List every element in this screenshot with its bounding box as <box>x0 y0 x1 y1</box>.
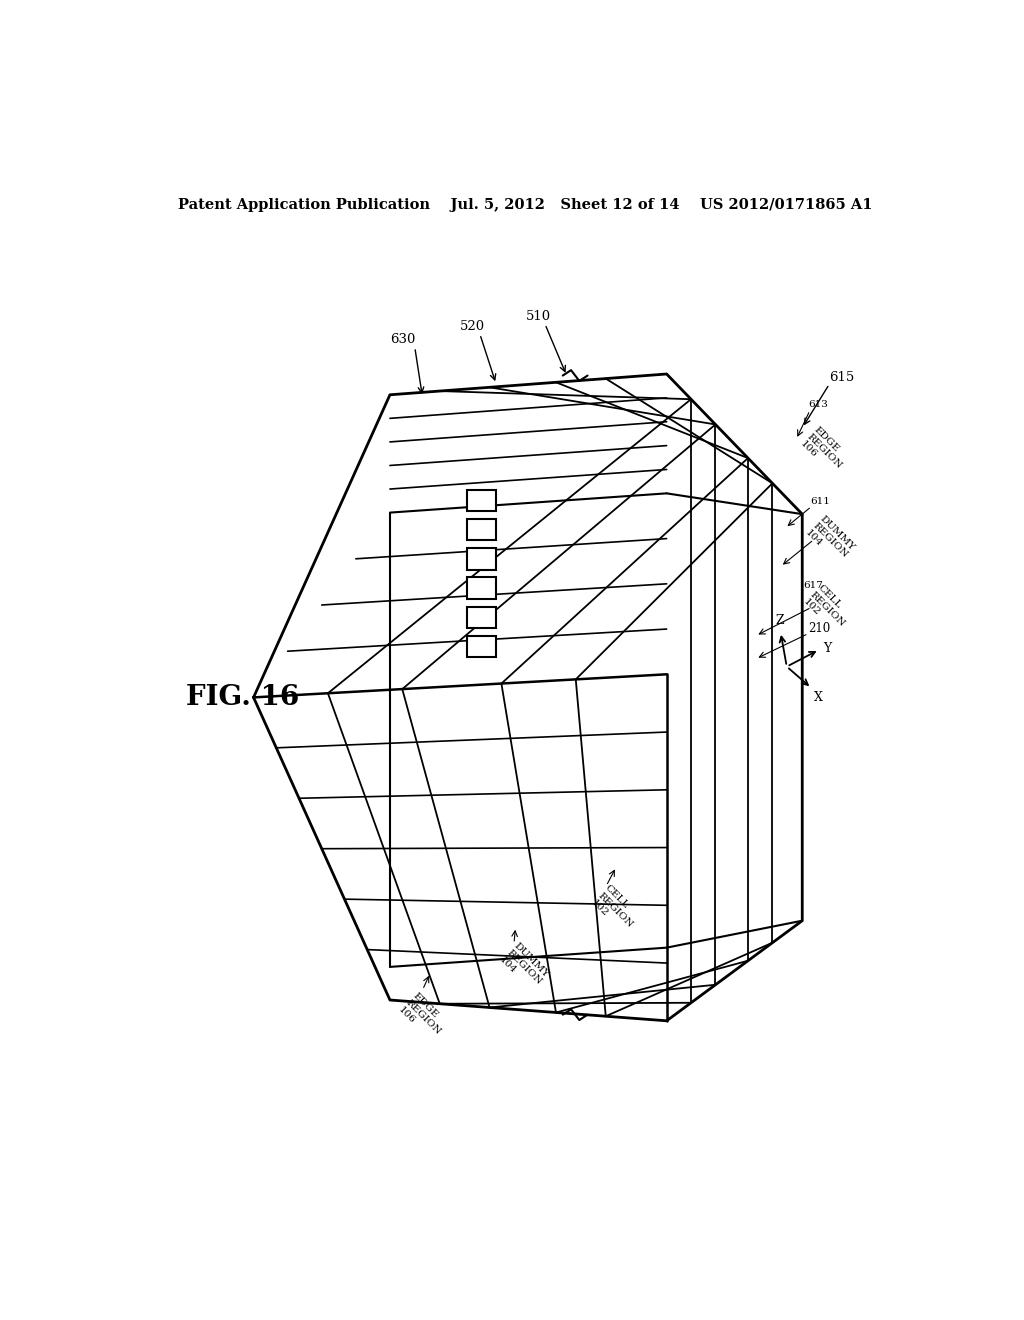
Text: 210: 210 <box>809 622 830 635</box>
Text: 617: 617 <box>803 581 823 590</box>
Bar <box>467 519 496 540</box>
Bar <box>467 607 496 628</box>
Bar <box>467 548 496 570</box>
Text: CELL
REGION
102: CELL REGION 102 <box>801 583 854 636</box>
Text: CELL
REGION
102: CELL REGION 102 <box>589 883 642 936</box>
Text: EDGE
REGION
106: EDGE REGION 106 <box>798 425 851 478</box>
Bar <box>467 636 496 657</box>
Text: Patent Application Publication    Jul. 5, 2012   Sheet 12 of 14    US 2012/01718: Patent Application Publication Jul. 5, 2… <box>177 198 872 211</box>
Text: Z: Z <box>775 614 784 627</box>
Text: X: X <box>814 692 822 705</box>
Text: FIG. 16: FIG. 16 <box>186 684 299 711</box>
Text: Y: Y <box>823 642 831 655</box>
Text: 613: 613 <box>809 400 828 409</box>
Text: DUMMY
REGION
104: DUMMY REGION 104 <box>498 941 550 994</box>
Text: 510: 510 <box>526 310 551 323</box>
Text: 520: 520 <box>461 319 485 333</box>
Text: 630: 630 <box>390 333 416 346</box>
Text: EDGE
REGION
106: EDGE REGION 106 <box>396 991 450 1044</box>
Bar <box>467 490 496 511</box>
Text: DUMMY
REGION
104: DUMMY REGION 104 <box>804 513 856 566</box>
Text: 611: 611 <box>810 496 829 506</box>
Bar <box>467 577 496 599</box>
Text: 615: 615 <box>829 371 855 384</box>
